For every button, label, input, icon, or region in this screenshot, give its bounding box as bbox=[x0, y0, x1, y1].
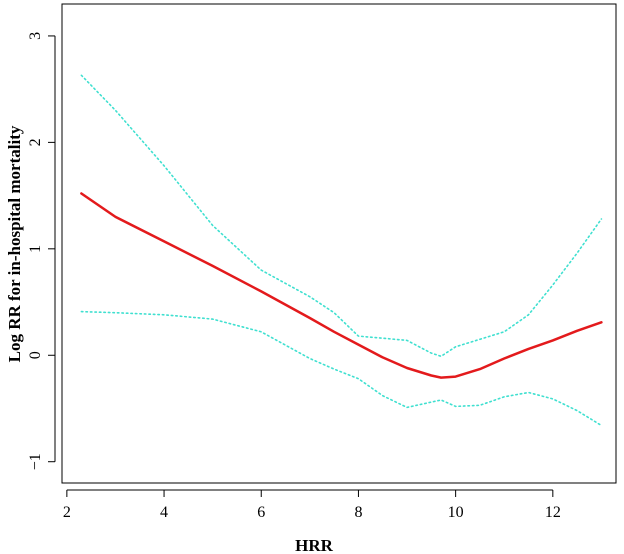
x-tick-label: 6 bbox=[257, 504, 265, 521]
lower-ci-line bbox=[80, 310, 603, 427]
x-tick-label: 2 bbox=[63, 504, 71, 521]
upper-ci-line bbox=[80, 74, 603, 358]
estimate-line bbox=[80, 192, 603, 379]
x-tick-label: 12 bbox=[545, 504, 561, 521]
x-tick-label: 4 bbox=[160, 504, 168, 521]
y-tick-label: 2 bbox=[27, 138, 44, 146]
x-axis-title: HRR bbox=[295, 536, 334, 554]
y-tick-label: 3 bbox=[27, 32, 44, 40]
y-axis: −1 0 1 2 3 bbox=[27, 32, 56, 470]
x-tick-label: 8 bbox=[354, 504, 362, 521]
y-tick-label: 0 bbox=[27, 351, 44, 359]
y-tick-label: −1 bbox=[27, 453, 44, 470]
plot-frame bbox=[61, 3, 617, 484]
y-tick-label: 1 bbox=[27, 245, 44, 253]
x-axis: 2 4 6 8 10 12 bbox=[63, 489, 561, 521]
x-tick-label: 10 bbox=[448, 504, 464, 521]
plot-area bbox=[61, 3, 617, 484]
series-layer bbox=[80, 74, 603, 427]
y-axis-title: Log RR for in-hospital mortality bbox=[5, 125, 24, 362]
